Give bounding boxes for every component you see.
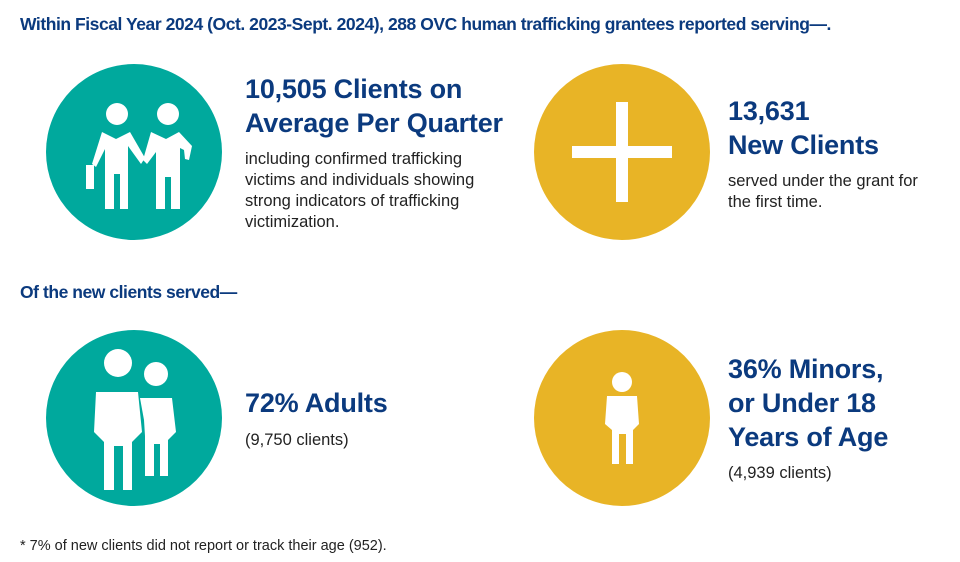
minors-headline: 36% Minors, or Under 18 Years of Age [728, 352, 888, 454]
clients-per-quarter-headline: 10,505 Clients on Average Per Quarter [245, 72, 503, 140]
subheading: Of the new clients served— [20, 282, 237, 302]
headline-line: 36% Minors, [728, 354, 884, 384]
clients-circle [46, 64, 222, 240]
adults-headline: 72% Adults [245, 388, 388, 418]
new-clients-circle [534, 64, 710, 240]
footnote: * 7% of new clients did not report or tr… [20, 538, 387, 554]
new-clients-headline: 13,631 New Clients [728, 94, 879, 162]
page-title: Within Fiscal Year 2024 (Oct. 2023-Sept.… [20, 14, 831, 34]
headline-line: Years of Age [728, 422, 889, 452]
plus-icon [572, 102, 672, 202]
headline-line: 10,505 Clients on [245, 74, 463, 104]
minors-circle [534, 330, 710, 506]
new-clients-description: served under the grant for the first tim… [728, 172, 918, 211]
headline-line: or Under 18 [728, 388, 876, 418]
adults-count: (9,750 clients) [245, 431, 349, 449]
two-people-walking-icon [86, 103, 192, 209]
headline-line: New Clients [728, 130, 879, 160]
clients-per-quarter-description: including confirmed trafficking victims … [245, 150, 475, 231]
headline-line: Average Per Quarter [245, 108, 503, 138]
adult-and-child-icon [94, 349, 176, 490]
adults-circle [46, 330, 222, 506]
minor-icon [605, 372, 639, 464]
minors-count: (4,939 clients) [728, 464, 832, 482]
headline-line: 13,631 [728, 96, 810, 126]
